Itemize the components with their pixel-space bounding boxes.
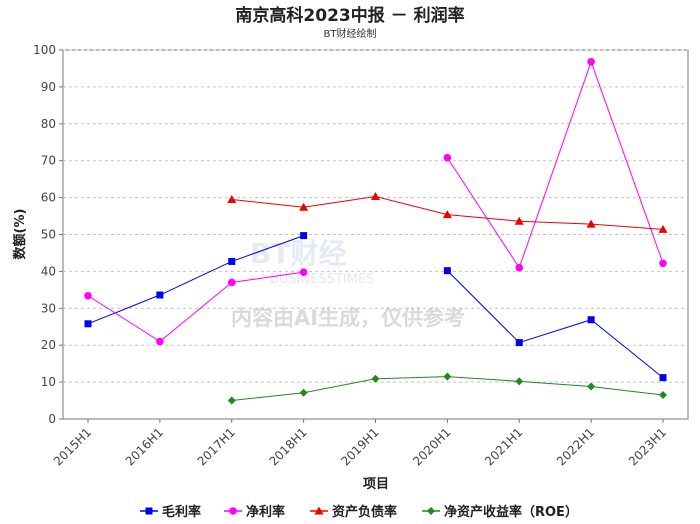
x-tick-label: 2016H1 [123, 425, 166, 468]
watermark-ai-notice: 内容由AI生成，仅供参考 [231, 306, 465, 330]
data-point [442, 210, 452, 219]
data-point [299, 202, 309, 211]
legend-item-2: 资产负债率 [310, 504, 397, 520]
x-axis-ticks: 2015H1 2016H1 2017H1 2018H1 2019H1 2020H1 2021… [51, 419, 669, 468]
legend-label: 净利率 [246, 504, 285, 520]
y-tick-label: 80 [41, 117, 56, 131]
x-tick-label: 2015H1 [51, 425, 94, 468]
data-point [84, 291, 92, 300]
watermark: BT财经 BUSINESSTIMES 内容由AI生成，仅供参考 [231, 237, 465, 330]
y-tick-label: 40 [41, 264, 56, 278]
data-point [299, 268, 308, 276]
watermark-brand-en: BUSINESSTIMES [270, 272, 374, 287]
data-point [587, 58, 595, 66]
data-point [515, 377, 524, 386]
data-point [227, 194, 237, 203]
x-tick-label: 2020H1 [410, 425, 453, 468]
series-2 [227, 191, 668, 233]
y-tick-label: 70 [41, 154, 56, 168]
legend-marker [427, 507, 435, 515]
data-point [443, 153, 452, 162]
legend-label: 资产负债率 [332, 504, 397, 520]
data-point [299, 388, 308, 397]
x-tick-label: 2018H1 [266, 425, 309, 468]
x-tick-label: 2021H1 [482, 425, 525, 468]
chart-title: 南京高科2023中报 － 利润率 [235, 5, 464, 26]
data-point [587, 382, 596, 391]
data-point [371, 191, 380, 200]
data-point [300, 232, 308, 240]
data-point [658, 224, 668, 233]
data-point [515, 263, 524, 272]
y-tick-label: 90 [41, 80, 56, 94]
y-tick-label: 30 [41, 301, 56, 315]
series-line [447, 270, 664, 379]
legend-marker [314, 506, 324, 515]
data-point [659, 259, 667, 268]
x-tick-label: 2022H1 [554, 425, 597, 468]
gridlines [63, 49, 688, 383]
y-axis-label: 数额(%) [12, 209, 28, 260]
data-point [227, 278, 236, 287]
series-3 [227, 372, 667, 405]
x-tick-label: 2017H1 [195, 425, 238, 468]
x-tick-label: 2019H1 [338, 425, 381, 468]
legend-item-0: 毛利率 [140, 504, 201, 520]
y-axis-ticks: 0 10 20 30 40 50 60 70 80 90 100 [33, 43, 63, 426]
y-tick-label: 60 [41, 191, 56, 205]
watermark-brand: BT财经 [250, 237, 346, 270]
data-point [659, 374, 667, 382]
y-tick-label: 10 [41, 375, 56, 389]
legend-marker [145, 507, 153, 515]
series-layer [84, 58, 668, 405]
data-point [586, 219, 596, 228]
legend-item-1: 净利率 [224, 504, 285, 520]
data-point [228, 257, 236, 265]
legend: 毛利率 净利率 资产负债率 净资产收益率（ROE） [140, 504, 578, 520]
legend-label: 净资产收益率（ROE） [444, 504, 578, 520]
legend-label: 毛利率 [162, 504, 201, 520]
series-0 [84, 232, 667, 382]
chart-subtitle: BT财经绘制 [324, 27, 377, 40]
data-point [371, 374, 380, 383]
x-axis-label: 项目 [363, 477, 389, 492]
data-point [515, 339, 523, 347]
x-tick-label: 2023H1 [626, 425, 669, 468]
data-point [156, 291, 164, 299]
y-tick-label: 50 [41, 228, 56, 242]
series-line [87, 235, 304, 325]
y-tick-label: 100 [33, 43, 56, 57]
series-1 [84, 58, 667, 346]
data-point [227, 396, 236, 405]
data-point [443, 372, 452, 381]
series-line [87, 271, 304, 343]
y-tick-label: 0 [48, 412, 56, 426]
data-point [443, 267, 451, 275]
data-point [156, 337, 164, 346]
series-line [446, 60, 664, 269]
data-point [514, 216, 524, 225]
legend-item-3: 净资产收益率（ROE） [422, 504, 578, 520]
data-point [84, 320, 92, 328]
data-point [587, 316, 595, 324]
data-point [659, 391, 667, 400]
y-tick-label: 20 [41, 338, 56, 352]
legend-marker [229, 507, 237, 515]
